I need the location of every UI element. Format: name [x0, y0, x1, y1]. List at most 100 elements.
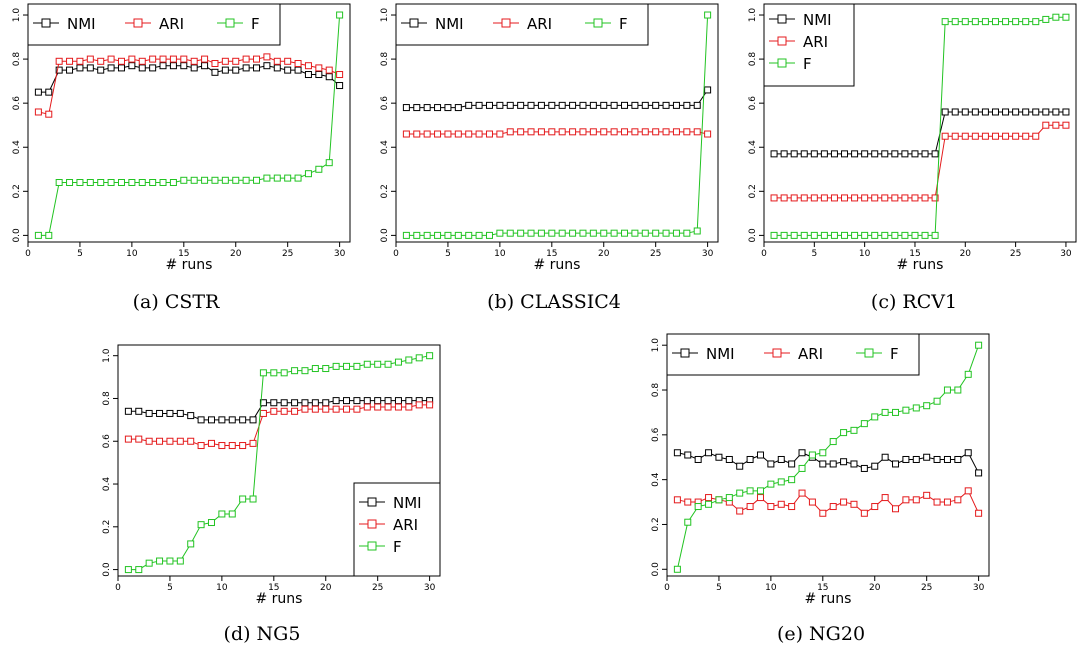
legend-label-f: F	[803, 55, 812, 73]
y-tick-label: 0.4	[12, 140, 22, 155]
x-axis-label: # runs	[897, 257, 944, 273]
data-point-ari	[374, 403, 382, 411]
x-tick-label: 25	[1010, 249, 1021, 259]
data-point-nmi	[820, 150, 828, 158]
data-point-nmi	[777, 455, 785, 463]
x-tick-label: 15	[268, 583, 279, 593]
data-point-f	[55, 179, 63, 186]
data-point-ari	[322, 405, 330, 413]
data-point-f	[117, 179, 125, 186]
data-point-nmi	[1062, 108, 1070, 116]
data-point-f	[881, 231, 889, 239]
x-tick-label: 25	[650, 249, 661, 259]
legend-marker-ari	[501, 18, 511, 28]
data-point-ari	[280, 407, 288, 415]
data-point-nmi	[45, 88, 53, 96]
legend-marker-ari	[772, 348, 782, 358]
data-point-f	[315, 165, 323, 173]
data-point-f	[1022, 18, 1030, 26]
data-point-nmi	[941, 108, 949, 116]
data-point-nmi	[871, 150, 879, 158]
data-point-ari	[145, 437, 153, 445]
data-point-f	[218, 510, 226, 518]
data-point-f	[301, 367, 309, 375]
data-point-f	[239, 495, 247, 503]
data-point-ari	[704, 130, 712, 138]
data-point-f	[1012, 18, 1020, 26]
data-point-ari	[881, 494, 889, 502]
data-point-ari	[881, 194, 889, 202]
data-point-f	[1032, 18, 1040, 26]
data-point-f	[97, 179, 105, 186]
chart-panel-2: 0 5 10 15 20 25 30 0.0 0.2 0.4 0.6 0.8 1.0 # runs NMI A…	[380, 3, 719, 313]
data-point-ari	[600, 128, 608, 136]
data-point-nmi	[767, 460, 775, 468]
data-point-ari	[558, 128, 566, 136]
data-point-f	[777, 478, 785, 486]
data-point-f	[259, 369, 267, 377]
panel-caption: (a) CSTR	[133, 291, 220, 313]
data-point-f	[892, 408, 900, 416]
data-point-nmi	[579, 101, 587, 109]
data-point-ari	[662, 128, 670, 136]
data-point-nmi	[239, 416, 247, 424]
data-point-f	[693, 227, 701, 235]
data-point-f	[1002, 18, 1010, 26]
data-point-f	[820, 231, 828, 239]
data-point-f	[311, 365, 319, 373]
data-point-nmi	[673, 449, 681, 457]
panel-caption: (d) NG5	[224, 623, 301, 645]
legend-label-f: F	[619, 15, 628, 33]
data-point-f	[465, 231, 473, 239]
data-point-ari	[652, 128, 660, 136]
data-point-ari	[413, 130, 421, 138]
data-point-nmi	[201, 62, 209, 70]
data-point-f	[537, 229, 545, 237]
data-point-f	[527, 229, 535, 237]
data-point-f	[933, 397, 941, 405]
data-point-nmi	[197, 416, 205, 424]
data-point-nmi	[363, 397, 371, 405]
data-point-ari	[156, 437, 164, 445]
data-point-nmi	[981, 108, 989, 116]
data-point-ari	[631, 128, 639, 136]
data-point-f	[901, 231, 909, 239]
x-tick-label: 5	[716, 583, 722, 593]
data-point-f	[705, 500, 713, 508]
data-point-f	[780, 231, 788, 239]
data-point-f	[548, 229, 556, 237]
data-point-ari	[187, 437, 195, 445]
data-point-ari	[253, 55, 261, 63]
series-line-f	[38, 14, 341, 236]
data-point-ari	[921, 194, 929, 202]
data-point-ari	[892, 505, 900, 513]
y-tick-label: 0.8	[651, 383, 661, 398]
data-point-f	[829, 438, 837, 446]
data-point-f	[621, 229, 629, 237]
data-point-f	[124, 566, 132, 574]
data-point-nmi	[263, 62, 271, 70]
data-point-nmi	[405, 397, 413, 405]
data-point-ari	[891, 194, 899, 202]
data-point-nmi	[304, 71, 312, 79]
data-point-nmi	[798, 449, 806, 457]
data-point-f	[496, 229, 504, 237]
data-point-f	[353, 362, 361, 370]
data-point-nmi	[454, 104, 462, 112]
data-point-f	[423, 231, 431, 239]
data-point-f	[145, 559, 153, 567]
data-point-nmi	[790, 150, 798, 158]
data-point-f	[725, 494, 733, 502]
x-tick-label: 20	[960, 249, 972, 259]
series-line-f	[676, 345, 980, 570]
data-point-f	[273, 174, 281, 182]
data-point-f	[569, 229, 577, 237]
data-point-ari	[933, 498, 941, 506]
x-tick-label: 10	[859, 249, 871, 259]
data-point-nmi	[211, 68, 219, 76]
data-point-nmi	[402, 104, 410, 112]
y-tick-label: 0.6	[651, 427, 661, 442]
data-point-ari	[1002, 132, 1010, 140]
data-point-ari	[788, 503, 796, 511]
data-point-ari	[496, 130, 504, 138]
